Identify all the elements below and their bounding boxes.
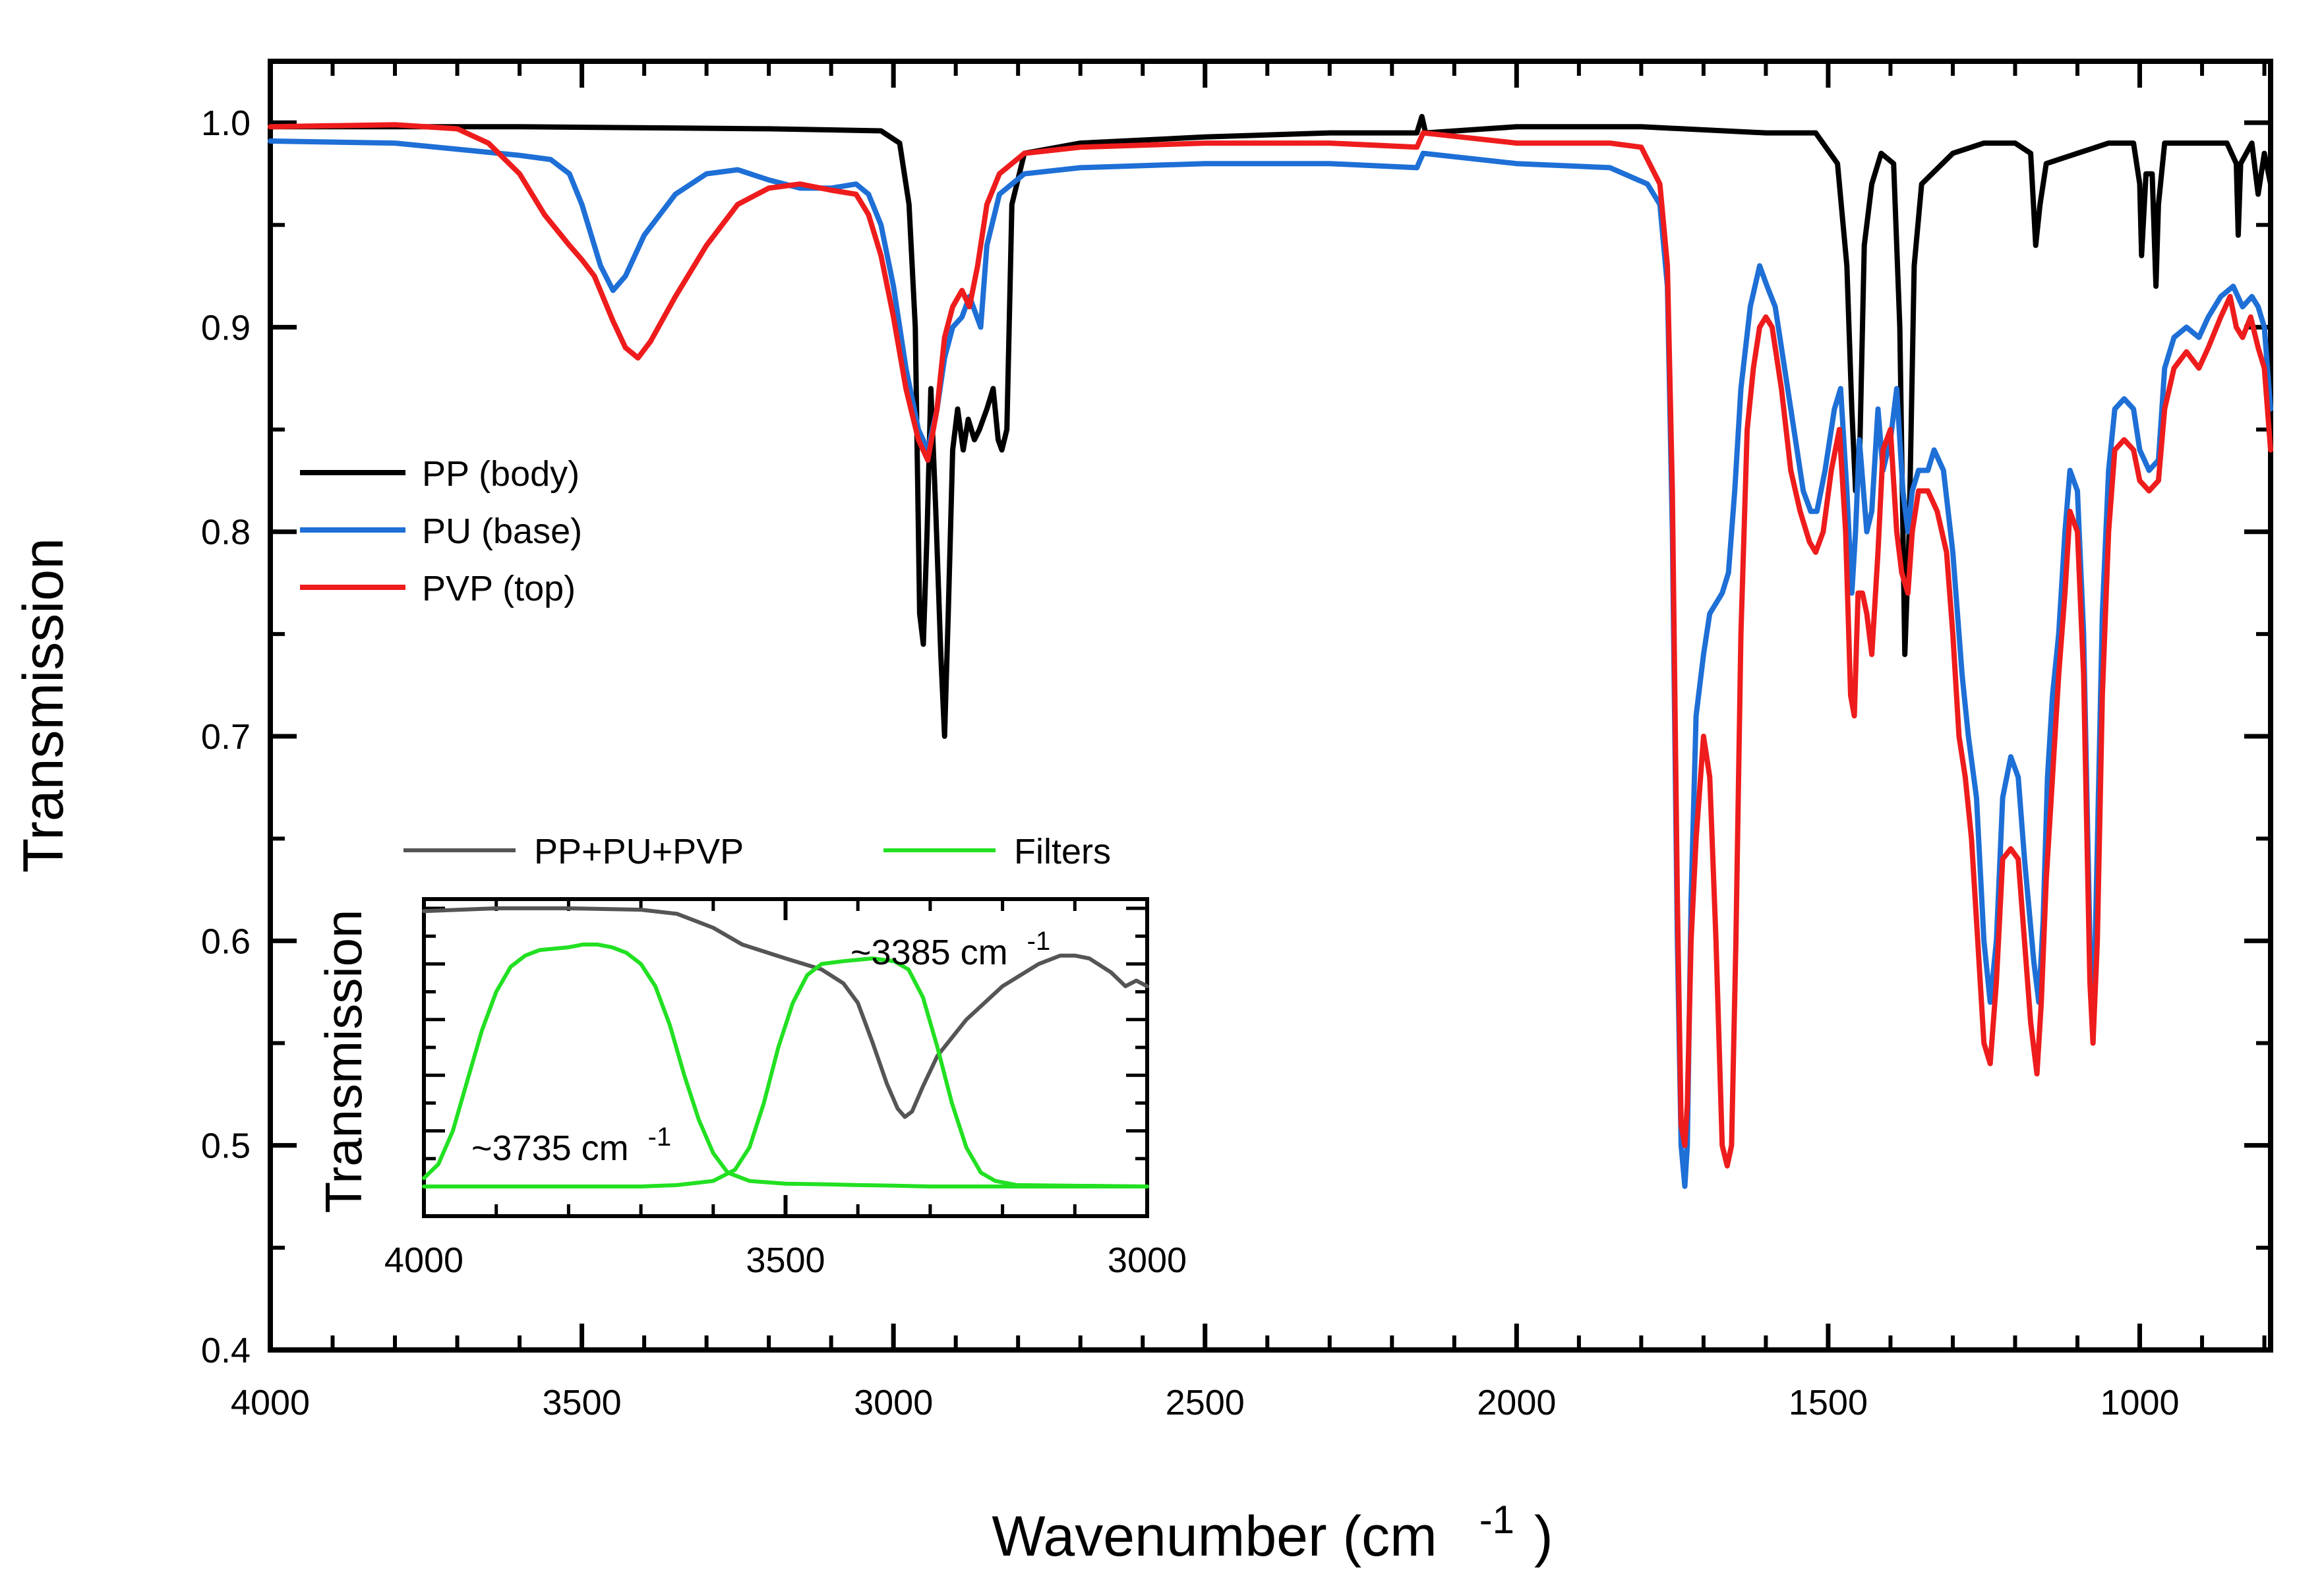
y-tick-label: 0.4 <box>201 1331 251 1370</box>
y-tick-label: 0.5 <box>201 1126 251 1166</box>
y-axis-title: Transmission <box>12 538 75 873</box>
x-tick-label: 1000 <box>2100 1383 2179 1422</box>
inset-series-line-composite <box>422 906 1149 1119</box>
inset-series-line-filter <box>422 956 1149 1188</box>
x-tick-label: 2000 <box>1477 1383 1556 1422</box>
main-ticks: 4000 3500 3000 2500 2000 1500 1000 0.4 0.5 0.6 0.7… <box>201 61 2271 1422</box>
x-axis-title-close: ) <box>1534 1505 1553 1568</box>
inset-x-tick-label: 4000 <box>384 1241 463 1280</box>
inset-x-tick-label: 3500 <box>746 1241 825 1280</box>
series-line-pvp <box>268 122 2273 1169</box>
annotation-3385-superscript: -1 <box>1027 927 1051 956</box>
inset-y-axis-title: Transmission <box>314 910 372 1214</box>
annotation-3735-superscript: -1 <box>648 1123 672 1152</box>
annotation-3385-text: ~3385 cm <box>850 933 1008 972</box>
x-tick-label: 3500 <box>543 1383 622 1422</box>
x-tick-label: 4000 <box>231 1383 310 1422</box>
legend-label-pu: PU (base) <box>422 512 582 551</box>
annotation-3385: ~3385 cm -1 <box>850 927 1050 972</box>
legend-label-pp: PP (body) <box>422 454 580 494</box>
inset-plot-frame <box>422 897 1149 1218</box>
series-line-pp <box>268 113 2273 739</box>
annotation-3735: ~3735 cm -1 <box>471 1123 671 1168</box>
inset-series <box>422 906 1149 1188</box>
y-tick-label: 0.9 <box>201 308 251 347</box>
inset-series-line-filter <box>422 942 1149 1188</box>
y-tick-label: 0.8 <box>201 513 251 552</box>
x-tick-label: 2500 <box>1166 1383 1245 1422</box>
inset-legend: PP+PU+PVP Filters <box>403 832 1111 871</box>
main-plot-frame <box>268 59 2273 1353</box>
inset-legend-label-filters: Filters <box>1014 832 1111 871</box>
y-tick-label: 1.0 <box>201 103 251 143</box>
annotation-3735-text: ~3735 cm <box>471 1128 629 1168</box>
inset-x-tick-label: 3000 <box>1108 1241 1187 1280</box>
x-tick-label: 1500 <box>1789 1383 1868 1422</box>
x-axis-title-main: Wavenumber (cm <box>992 1505 1437 1568</box>
x-axis-title-superscript: -1 <box>1479 1498 1514 1542</box>
y-tick-label: 0.6 <box>201 922 251 961</box>
main-legend: PP (body) PU (base) PVP (top) <box>300 454 582 608</box>
x-axis-title: Wavenumber (cm -1 ) <box>992 1482 1553 1568</box>
inset-legend-label-composite: PP+PU+PVP <box>534 832 744 871</box>
y-tick-label: 0.7 <box>201 717 251 757</box>
main-series <box>268 113 2273 1189</box>
legend-label-pvp: PVP (top) <box>422 569 576 608</box>
x-tick-label: 3000 <box>854 1383 933 1422</box>
